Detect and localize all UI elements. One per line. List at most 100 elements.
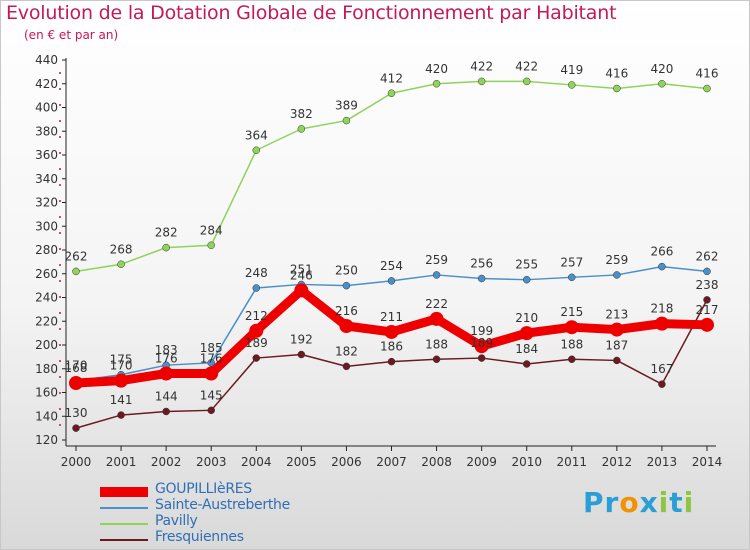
data-label: 422	[470, 59, 493, 73]
data-label: 170	[65, 359, 88, 373]
data-label: 257	[560, 255, 583, 269]
data-point	[249, 323, 264, 338]
axis-dot	[59, 280, 61, 282]
data-point	[297, 350, 306, 359]
axis-dot	[59, 88, 61, 90]
data-label: 262	[696, 249, 719, 263]
x-tick-label: 2001	[106, 455, 137, 469]
brand-logo: Proxiti	[583, 486, 694, 519]
data-point	[568, 273, 576, 282]
y-tick-label: 260	[35, 267, 58, 281]
data-point	[69, 376, 83, 390]
data-point	[207, 406, 215, 415]
data-label: 382	[290, 107, 313, 121]
data-label: 282	[155, 226, 178, 240]
y-tick-label: 200	[35, 338, 58, 352]
data-label: 168	[65, 361, 88, 375]
data-label: 145	[200, 388, 223, 402]
axis-dot	[59, 424, 61, 426]
data-label: 176	[200, 352, 223, 366]
x-tick-label: 2000	[61, 455, 92, 469]
data-label: 416	[605, 67, 628, 81]
axis-dot	[59, 376, 61, 378]
data-label: 183	[155, 343, 178, 357]
brand-letter: i	[683, 486, 695, 519]
data-label: 141	[110, 393, 133, 407]
data-label: 175	[110, 353, 133, 367]
axis-dot	[59, 232, 61, 234]
data-label: 238	[696, 278, 719, 292]
data-point	[159, 366, 174, 381]
data-point	[207, 241, 215, 249]
legend-swatch	[100, 487, 148, 497]
data-point	[432, 80, 441, 88]
y-tick-label: 220	[35, 314, 58, 328]
data-point	[114, 373, 129, 388]
chart-title: Evolution de la Dotation Globale de Fonc…	[6, 2, 617, 24]
data-point	[72, 424, 80, 432]
data-label: 420	[425, 62, 448, 76]
data-point	[613, 356, 621, 365]
y-tick-label: 160	[35, 386, 58, 400]
data-label: 212	[245, 309, 268, 323]
chart-subtitle: (en € et par an)	[24, 28, 119, 42]
x-tick-label: 2004	[241, 455, 272, 469]
x-tick-label: 2008	[421, 455, 452, 469]
legend-label: Sainte-Austreberthe	[155, 497, 290, 513]
axis-dot	[59, 120, 61, 122]
data-label: 184	[515, 342, 538, 356]
axis-dot	[59, 216, 61, 218]
data-point	[703, 84, 711, 93]
data-point	[522, 77, 531, 86]
data-label: 246	[290, 268, 313, 282]
x-tick-label: 2006	[331, 455, 362, 469]
axis-dot	[59, 72, 61, 74]
data-label: 199	[470, 324, 493, 338]
data-point	[658, 262, 666, 271]
data-label: 419	[560, 63, 583, 77]
axis-dot	[59, 168, 61, 170]
data-point	[387, 89, 396, 97]
data-point	[162, 407, 170, 416]
y-tick-label: 400	[35, 101, 58, 115]
data-label: 251	[290, 262, 313, 276]
y-tick-label: 140	[35, 409, 58, 423]
data-point	[342, 362, 351, 371]
x-tick-label: 2007	[376, 455, 407, 469]
data-point	[477, 354, 486, 362]
data-point	[474, 339, 489, 354]
data-label: 268	[110, 242, 133, 256]
data-label: 189	[245, 336, 268, 350]
y-tick-label: 280	[35, 243, 58, 257]
brand-letter: t	[669, 486, 684, 519]
x-tick-label: 2010	[511, 455, 542, 469]
data-label: 192	[290, 333, 313, 347]
data-label: 422	[515, 59, 538, 73]
x-tick-label: 2012	[602, 455, 633, 469]
data-label: 259	[425, 253, 448, 267]
data-point	[477, 274, 486, 283]
data-point	[609, 322, 624, 337]
data-point	[700, 317, 714, 332]
data-label: 389	[335, 99, 358, 113]
axis-dot	[59, 136, 61, 138]
data-point	[162, 243, 170, 252]
data-label: 186	[380, 340, 403, 354]
axis-dot	[59, 408, 61, 410]
data-label: 188	[560, 337, 583, 351]
data-point	[339, 319, 354, 333]
axis-dot	[59, 312, 61, 314]
legend-label: GOUPILLIèRES	[155, 481, 252, 497]
x-tick-label: 2002	[151, 455, 182, 469]
data-point	[522, 360, 531, 368]
series-layer	[69, 77, 714, 432]
data-point	[564, 320, 579, 335]
brand-letter: i	[658, 486, 670, 519]
data-label: 364	[245, 128, 268, 142]
data-point	[568, 355, 576, 363]
data-label: 284	[200, 223, 223, 237]
brand-letter: P	[583, 486, 605, 519]
data-point	[384, 324, 399, 339]
legend-label: Fresquiennes	[155, 529, 244, 545]
x-tick-label: 2009	[466, 455, 497, 469]
